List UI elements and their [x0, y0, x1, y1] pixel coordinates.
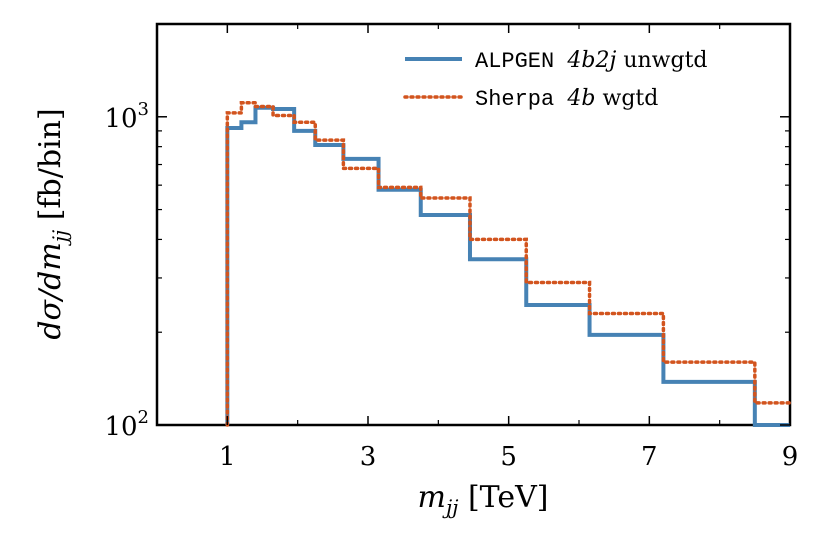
legend: ALPGEN 4b2j unwgtd Sherpa 4b wgtd — [403, 48, 708, 112]
svg-text:dσ/dmjj [fb/bin]: dσ/dmjj [fb/bin] — [33, 108, 72, 339]
ticks-layer: 1 3 5 7 9 102 103 — [104, 24, 798, 472]
plot-frame — [155, 22, 792, 427]
plot-area: 1 3 5 7 9 102 103 — [104, 22, 798, 472]
legend-label-2: Sherpa 4b wgtd — [475, 86, 658, 112]
x-tick-label: 5 — [500, 442, 517, 472]
y-tick-label: 102 — [104, 407, 149, 442]
x-axis-title: mjj [TeV] — [418, 480, 549, 519]
series-layer — [225, 101, 792, 427]
legend-label-1: ALPGEN 4b2j unwgtd — [475, 48, 708, 74]
svg-text:mjj [TeV]: mjj [TeV] — [418, 480, 549, 519]
x-tick-label: 1 — [219, 442, 236, 472]
x-tick-label: 9 — [782, 442, 799, 472]
y-tick-label: 103 — [104, 99, 149, 134]
x-tick-label: 7 — [641, 442, 658, 472]
x-tick-label: 3 — [360, 442, 377, 472]
series-line-1 — [225, 105, 790, 427]
series-line-2 — [225, 101, 792, 427]
y-axis-title: dσ/dmjj [fb/bin] — [33, 108, 72, 339]
